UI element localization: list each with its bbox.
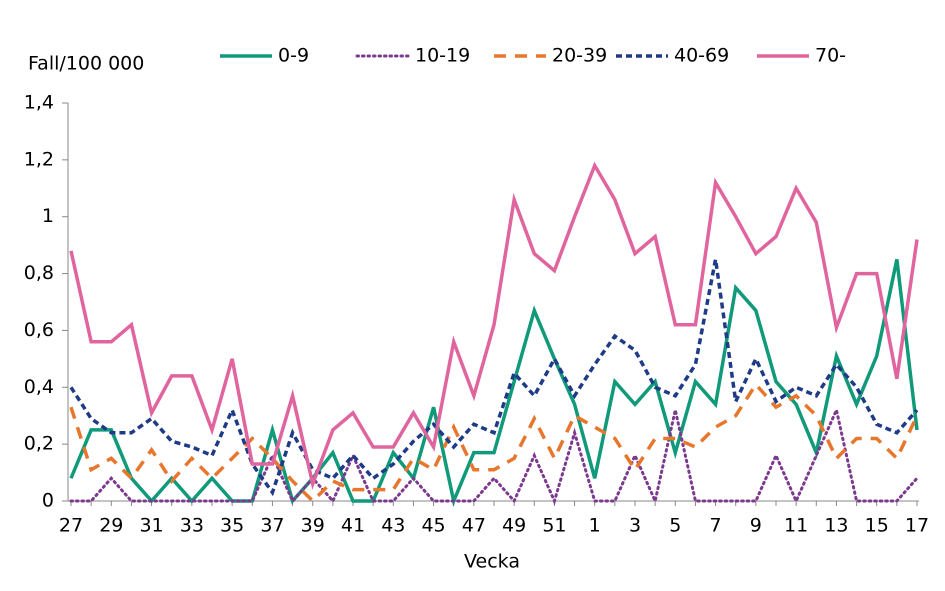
x-tick-label: 45 xyxy=(421,515,445,537)
series-line xyxy=(69,381,919,504)
x-axis-title: Vecka xyxy=(464,551,520,573)
y-tick-label: 1 xyxy=(42,205,54,227)
x-tick-label: 33 xyxy=(180,515,204,537)
series-line xyxy=(69,161,919,491)
y-tick-label: 1,4 xyxy=(24,92,54,114)
x-tick-label: 51 xyxy=(542,515,566,537)
x-tick-label: 9 xyxy=(750,515,762,537)
x-tick-label: 35 xyxy=(220,515,244,537)
x-tick-label: 17 xyxy=(905,515,929,537)
x-tick-label: 39 xyxy=(301,515,325,537)
x-tick-label: 1 xyxy=(589,515,601,537)
legend-label: 40-69 xyxy=(674,45,729,67)
y-tick-label: 0,8 xyxy=(24,262,54,284)
x-tick-label: 27 xyxy=(59,515,83,537)
x-tick-label: 31 xyxy=(139,515,163,537)
x-tick-label: 5 xyxy=(669,515,681,537)
x-tick-label: 7 xyxy=(710,515,722,537)
x-tick-label: 37 xyxy=(260,515,284,537)
series-line xyxy=(69,259,919,507)
series-line xyxy=(69,405,919,506)
x-tick-label: 43 xyxy=(381,515,405,537)
legend-label: 10-19 xyxy=(415,45,470,67)
y-tick-label: 0 xyxy=(42,490,54,512)
x-tick-label: 49 xyxy=(502,515,526,537)
legend-label: 0-9 xyxy=(278,45,309,67)
series-line xyxy=(69,259,919,497)
x-tick-label: 41 xyxy=(341,515,365,537)
legend-label: 70- xyxy=(815,45,846,67)
x-tick-label: 15 xyxy=(865,515,889,537)
legend-label: 20-39 xyxy=(552,45,607,67)
y-axis-title: Fall/100 000 xyxy=(28,53,144,75)
y-tick-label: 0,2 xyxy=(24,433,54,455)
x-tick-label: 3 xyxy=(629,515,641,537)
y-tick-label: 0,4 xyxy=(24,376,54,398)
x-tick-label: 13 xyxy=(824,515,848,537)
y-tick-label: 1,2 xyxy=(24,148,54,170)
y-tick-label: 0,6 xyxy=(24,319,54,341)
x-tick-label: 11 xyxy=(784,515,808,537)
x-tick-label: 47 xyxy=(462,515,486,537)
x-tick-label: 29 xyxy=(99,515,123,537)
